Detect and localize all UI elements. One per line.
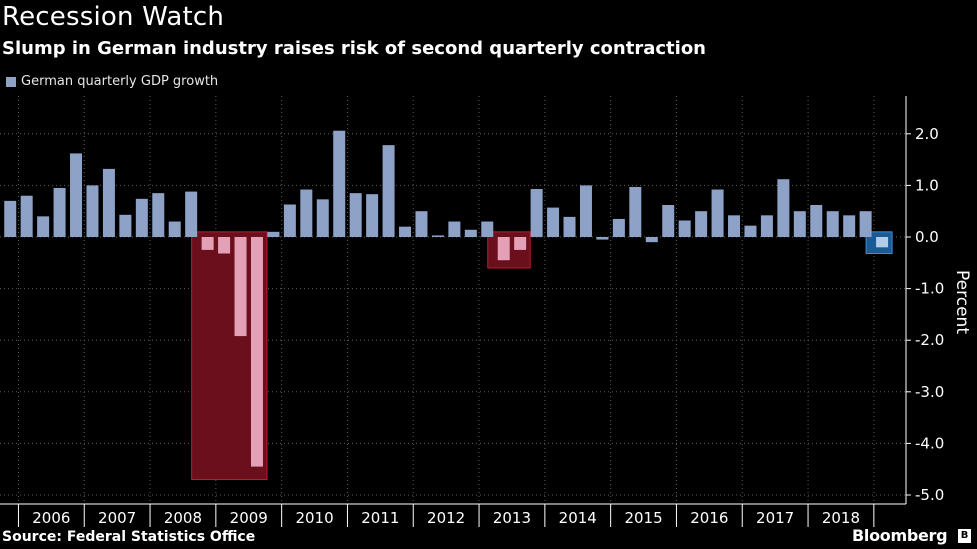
bar bbox=[728, 215, 741, 237]
bar bbox=[102, 168, 115, 237]
year-label: 2018 bbox=[822, 509, 860, 527]
bar bbox=[431, 235, 444, 237]
bar bbox=[53, 187, 66, 237]
bar bbox=[859, 211, 872, 237]
bar bbox=[20, 195, 33, 237]
bars bbox=[4, 130, 889, 467]
bar bbox=[760, 215, 773, 237]
legend-swatch bbox=[6, 76, 16, 87]
chart-subtitle: Slump in German industry raises risk of … bbox=[2, 38, 706, 59]
bar bbox=[86, 185, 99, 237]
year-label: 2016 bbox=[690, 509, 728, 527]
y-tick-label: -3.0 bbox=[915, 383, 944, 401]
recession-boxes bbox=[191, 231, 893, 481]
y-tick-label: -2.0 bbox=[915, 331, 944, 349]
year-label: 2015 bbox=[624, 509, 662, 527]
bar bbox=[168, 221, 181, 237]
bar bbox=[514, 237, 527, 250]
bar bbox=[793, 211, 806, 237]
bar bbox=[810, 205, 823, 237]
year-label: 2011 bbox=[361, 509, 399, 527]
bar bbox=[464, 229, 477, 237]
bar bbox=[448, 221, 461, 237]
year-label: 2006 bbox=[32, 509, 70, 527]
bar bbox=[695, 211, 708, 237]
bar bbox=[612, 218, 625, 237]
gridlines bbox=[0, 96, 906, 504]
y-tick-label: 0.0 bbox=[915, 228, 939, 246]
bar bbox=[316, 199, 329, 237]
bar bbox=[547, 207, 560, 237]
bar bbox=[563, 216, 576, 237]
bar bbox=[283, 204, 296, 237]
bar bbox=[382, 145, 395, 237]
year-label: 2007 bbox=[98, 509, 136, 527]
bar bbox=[70, 153, 83, 237]
y-tick-label: -1.0 bbox=[915, 280, 944, 298]
y-tick-label: -4.0 bbox=[915, 434, 944, 452]
bar bbox=[662, 205, 675, 237]
bar bbox=[876, 237, 889, 248]
bar bbox=[250, 237, 263, 467]
bloomberg-logo-icon: B bbox=[958, 529, 971, 543]
chart-title: Recession Watch bbox=[2, 2, 225, 32]
year-label: 2017 bbox=[756, 509, 794, 527]
bar bbox=[530, 189, 543, 237]
bar bbox=[267, 231, 280, 237]
bar bbox=[349, 193, 362, 237]
year-label: 2012 bbox=[427, 509, 465, 527]
legend-label: German quarterly GDP growth bbox=[21, 74, 219, 89]
bar bbox=[185, 191, 198, 237]
year-label: 2014 bbox=[559, 509, 597, 527]
bar bbox=[135, 198, 148, 237]
bar bbox=[300, 189, 313, 237]
year-label: 2013 bbox=[493, 509, 531, 527]
bar bbox=[744, 225, 757, 237]
bar bbox=[201, 237, 214, 250]
bar bbox=[843, 215, 856, 237]
bar bbox=[415, 211, 428, 237]
bar bbox=[579, 185, 592, 237]
y-axis-label: Percent bbox=[952, 270, 972, 334]
bar bbox=[678, 220, 691, 237]
bar bbox=[481, 221, 494, 237]
bar bbox=[596, 237, 609, 240]
y-tick-labels: 2.0 1.0 0.0 -1.0 -2.0 -3.0 -4.0 -5.0 bbox=[915, 125, 944, 504]
bar bbox=[629, 186, 642, 237]
year-label: 2009 bbox=[230, 509, 268, 527]
source-note: Source: Federal Statistics Office bbox=[2, 529, 256, 545]
bar bbox=[711, 189, 724, 237]
y-tick-label: 2.0 bbox=[915, 125, 939, 143]
year-label: 2008 bbox=[164, 509, 202, 527]
bar bbox=[37, 216, 50, 237]
bar bbox=[645, 237, 658, 243]
bar bbox=[4, 200, 17, 237]
y-tick-label: 1.0 bbox=[915, 176, 939, 194]
bar bbox=[366, 194, 379, 237]
bar bbox=[826, 211, 839, 237]
bar bbox=[152, 193, 165, 237]
bar bbox=[333, 130, 346, 237]
y-tick-label: -5.0 bbox=[915, 486, 944, 504]
axes bbox=[0, 96, 911, 527]
year-label: 2010 bbox=[295, 509, 333, 527]
bar bbox=[234, 237, 247, 337]
bar bbox=[497, 237, 510, 261]
bar bbox=[119, 214, 132, 237]
bar bbox=[777, 179, 790, 237]
bar bbox=[399, 226, 412, 237]
legend: German quarterly GDP growth bbox=[6, 74, 218, 89]
bar bbox=[218, 237, 231, 254]
x-year-labels: 2006 2007 2008 2009 2010 2011 2012 2013 2014 2015… bbox=[32, 509, 860, 527]
brand-name: Bloomberg bbox=[852, 526, 948, 545]
